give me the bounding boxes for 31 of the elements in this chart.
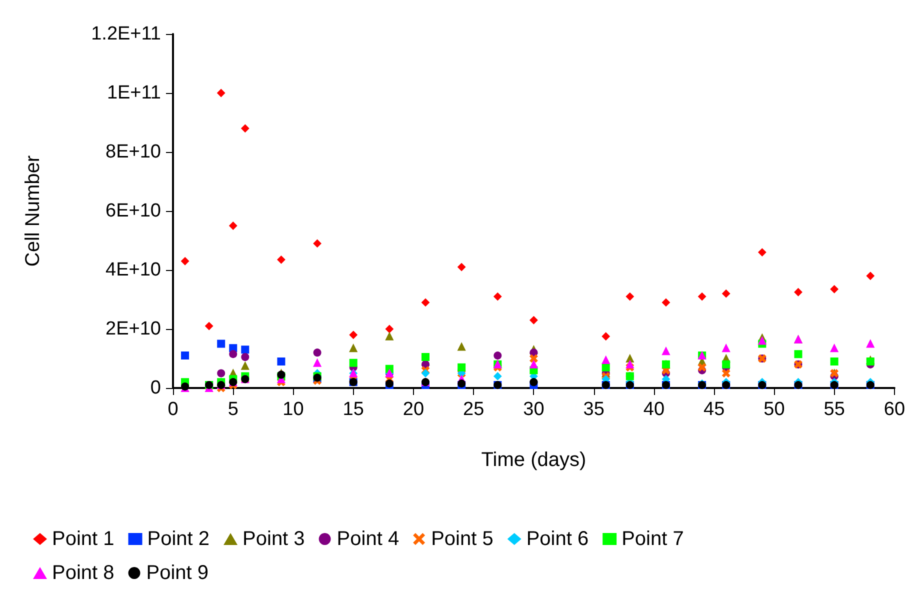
x-tick-label: 25 (463, 399, 484, 420)
y-tick-label: 1.2E+11 (91, 24, 161, 44)
x-tick-label: 35 (583, 399, 604, 420)
x-tick-label: 5 (228, 399, 238, 420)
x-tick-label: 45 (704, 399, 725, 420)
x-tick-label: 20 (402, 399, 424, 420)
y-tick-label: 2E+10 (106, 318, 161, 340)
y-tick-label: 8E+10 (106, 142, 161, 162)
x-tick-label: 60 (884, 399, 906, 420)
x-tick-label: 0 (168, 399, 178, 420)
x-tick-label: 40 (643, 399, 665, 420)
x-tick-label: 50 (764, 399, 785, 420)
y-tick-label: 0 (150, 378, 161, 398)
x-tick-label: 30 (523, 399, 544, 420)
y-tick-label: 4E+10 (106, 260, 161, 280)
legend-label: Point 1 (52, 528, 114, 550)
legend-label: Point 6 (526, 528, 589, 550)
x-axis-title: Time (days) (481, 449, 586, 471)
legend-label: Point 7 (622, 528, 684, 550)
x-tick-label: 15 (342, 399, 364, 420)
legend-label: Point 8 (52, 562, 114, 584)
legend-label: Point 5 (431, 528, 494, 550)
legend-label: Point 4 (336, 528, 400, 550)
x-tick-label: 55 (824, 399, 845, 420)
y-tick-label: 6E+10 (106, 200, 161, 222)
legend-label: Point 3 (242, 528, 305, 550)
y-tick-label: 1E+11 (106, 82, 161, 104)
legend-label: Point 2 (147, 528, 210, 550)
legend-label: Point 9 (146, 562, 209, 584)
y-axis-title: Cell Number (22, 155, 44, 267)
x-tick-label: 10 (282, 399, 304, 420)
